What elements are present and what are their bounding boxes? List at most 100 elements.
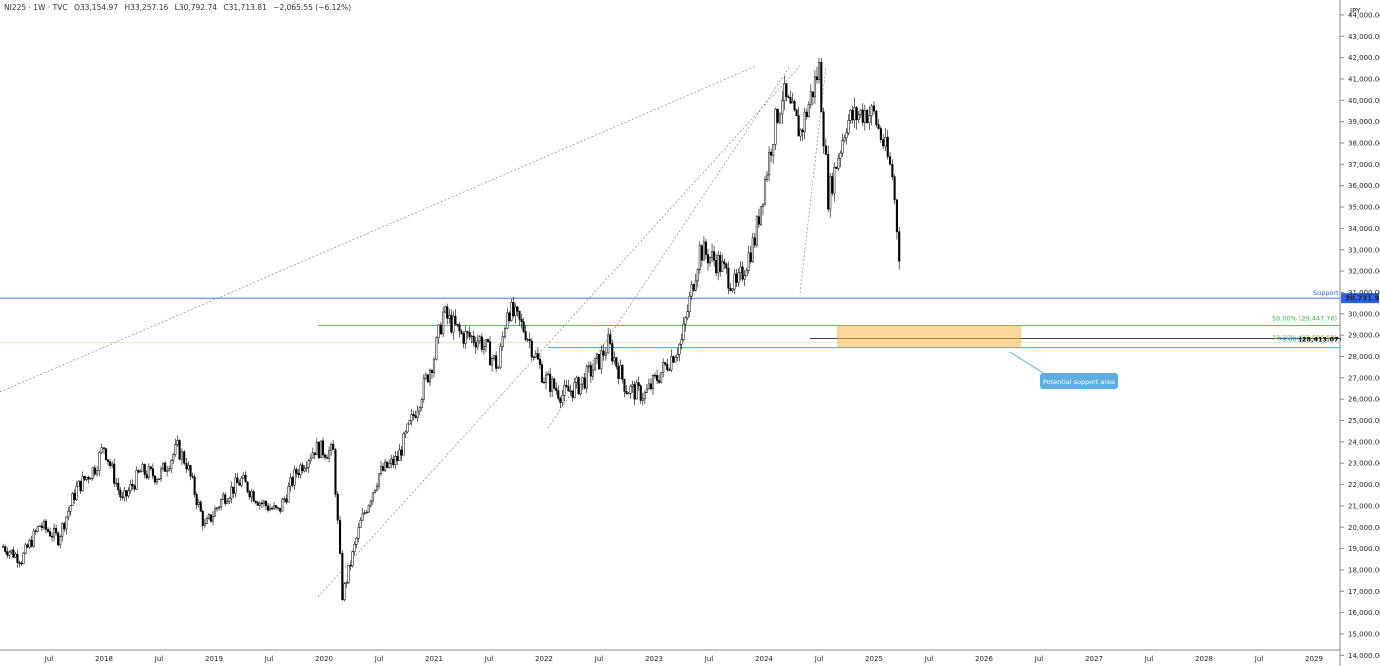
candle <box>528 339 531 342</box>
candle <box>143 464 146 475</box>
candle <box>607 334 610 354</box>
candle <box>809 91 812 105</box>
candle <box>893 176 896 201</box>
candle <box>107 459 110 463</box>
y-tick-label: 40,000.00 <box>1348 97 1380 105</box>
candle <box>402 433 405 456</box>
candle <box>540 364 544 383</box>
x-tick-label: 2018 <box>95 655 113 663</box>
candle <box>382 466 385 471</box>
candle <box>482 345 485 350</box>
x-tick-label: Jul <box>1254 655 1264 663</box>
candle <box>199 501 202 512</box>
candle <box>317 441 320 458</box>
candle <box>295 469 298 474</box>
candle <box>609 334 612 344</box>
x-tick-label: Jul <box>594 655 604 663</box>
candle <box>439 324 442 335</box>
change-value: −2,065.55 (−6.12%) <box>273 3 352 12</box>
candle <box>866 110 869 123</box>
candle <box>559 397 562 403</box>
candle <box>252 491 255 502</box>
x-tick-label: Jul <box>704 655 714 663</box>
y-tick-label: 27,000.00 <box>1348 374 1380 382</box>
candle <box>763 179 767 205</box>
candle <box>454 315 457 325</box>
candle <box>109 461 112 466</box>
candle <box>641 398 644 401</box>
candle <box>341 553 344 600</box>
candle <box>98 452 101 471</box>
candle <box>420 399 423 408</box>
candle <box>729 288 732 291</box>
candle <box>79 480 82 492</box>
candle <box>271 507 274 510</box>
x-tick-label: 2029 <box>1305 655 1323 663</box>
candle <box>153 475 156 483</box>
candle <box>422 377 425 400</box>
candle <box>755 216 758 246</box>
candle <box>565 384 568 387</box>
candle <box>256 502 259 506</box>
x-tick-label: 2022 <box>535 655 553 663</box>
candle <box>283 498 286 500</box>
candle <box>886 136 889 157</box>
candle <box>662 362 665 373</box>
candle <box>28 539 31 548</box>
candle <box>240 477 243 486</box>
candle <box>254 500 257 503</box>
candle <box>264 501 267 506</box>
candle <box>589 365 592 377</box>
candle <box>6 551 9 556</box>
candle <box>8 551 11 556</box>
candle <box>246 481 249 492</box>
levels: Support 30,731.98 50.00% (29,447.76) 38.20%… <box>0 289 1380 349</box>
candle <box>277 507 280 509</box>
candle <box>619 365 622 379</box>
candle <box>831 176 834 194</box>
candle <box>711 251 714 258</box>
candle <box>172 454 175 461</box>
x-tick-label: Jul <box>374 655 384 663</box>
candle <box>293 469 296 486</box>
candle <box>600 350 603 370</box>
candle <box>426 374 429 383</box>
y-tick-label: 21,000.00 <box>1348 502 1380 510</box>
candle <box>791 101 794 104</box>
candle <box>151 468 154 477</box>
candle <box>739 266 742 273</box>
candle <box>412 414 415 417</box>
candle <box>602 350 605 356</box>
candle <box>437 324 440 339</box>
candle <box>96 470 99 475</box>
candle <box>666 364 669 370</box>
candle <box>733 273 736 290</box>
candle <box>213 508 217 517</box>
candle <box>418 407 421 412</box>
y-tick-label: 15,000.00 <box>1348 630 1380 638</box>
candle <box>268 507 272 511</box>
y-tick-label: 19,000.00 <box>1348 545 1380 553</box>
candle <box>197 501 200 506</box>
candle <box>115 482 118 485</box>
y-tick-label: 20,000.00 <box>1348 524 1380 532</box>
candle <box>193 476 196 495</box>
y-tick-label: 31,000.00 <box>1348 289 1380 297</box>
candle <box>394 456 397 466</box>
x-tick-label: Jul <box>264 655 274 663</box>
candle <box>117 482 120 491</box>
candle <box>4 546 7 552</box>
candle <box>468 332 471 338</box>
candle <box>359 519 362 528</box>
annotations: Potential support area <box>1009 351 1118 389</box>
candle <box>544 374 548 383</box>
candle <box>32 530 35 547</box>
candle <box>226 501 229 504</box>
candle <box>472 335 475 343</box>
y-tick-label: 36,000.00 <box>1348 182 1380 190</box>
candle <box>260 502 263 505</box>
candle <box>875 110 878 125</box>
candle <box>774 108 777 145</box>
candle <box>660 372 663 383</box>
